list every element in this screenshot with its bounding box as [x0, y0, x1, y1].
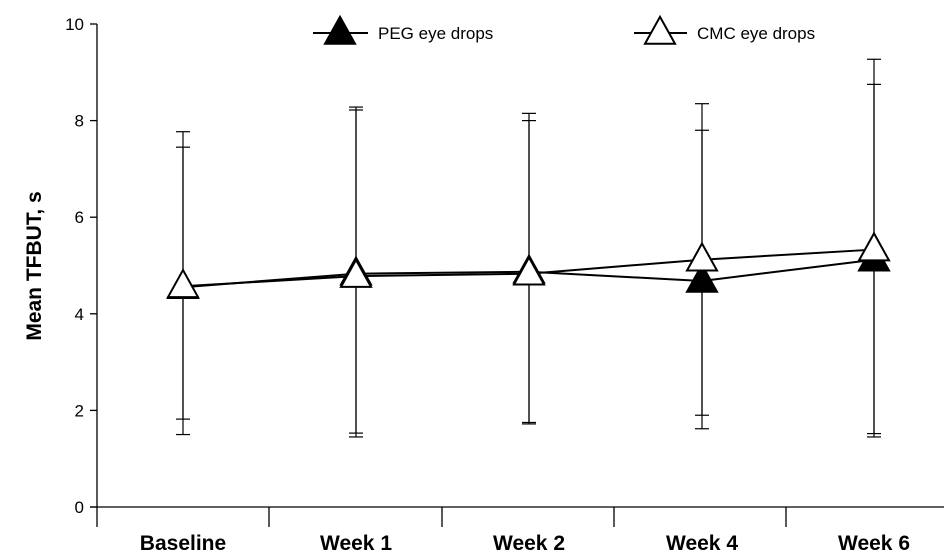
y-tick-label: 0: [75, 498, 84, 517]
legend: PEG eye drops CMC eye drops: [313, 14, 815, 45]
y-axis-title: Mean TFBUT, s: [23, 191, 46, 340]
axes: 0 2 4 6 8 10 Baseline Week 1 Week 2 Week 4 Week 6: [65, 15, 944, 554]
cmc-point: [512, 255, 546, 286]
y-tick-label: 2: [75, 401, 84, 420]
x-tick-label: Week 2: [493, 532, 565, 554]
legend-label: CMC eye drops: [697, 24, 815, 43]
y-tick-label: 4: [75, 305, 84, 324]
error-bars: [176, 58, 881, 438]
y-tick-label: 8: [75, 112, 84, 131]
cmc-point: [685, 241, 719, 272]
x-tick-label: Week 1: [320, 532, 392, 554]
x-tick-label: Week 6: [838, 532, 910, 554]
legend-marker: [323, 14, 357, 45]
series-markers: [166, 231, 891, 300]
y-tick-label: 10: [65, 15, 84, 34]
x-tick-label: Week 4: [666, 532, 738, 554]
cmc-point: [166, 268, 200, 299]
cmc-point: [857, 231, 891, 262]
y-tick-label: 6: [75, 208, 84, 227]
x-tick-label: Baseline: [140, 532, 226, 554]
peg-point: [685, 262, 719, 293]
cmc-point: [339, 257, 373, 288]
legend-label: PEG eye drops: [378, 24, 493, 43]
legend-marker: [643, 14, 677, 45]
